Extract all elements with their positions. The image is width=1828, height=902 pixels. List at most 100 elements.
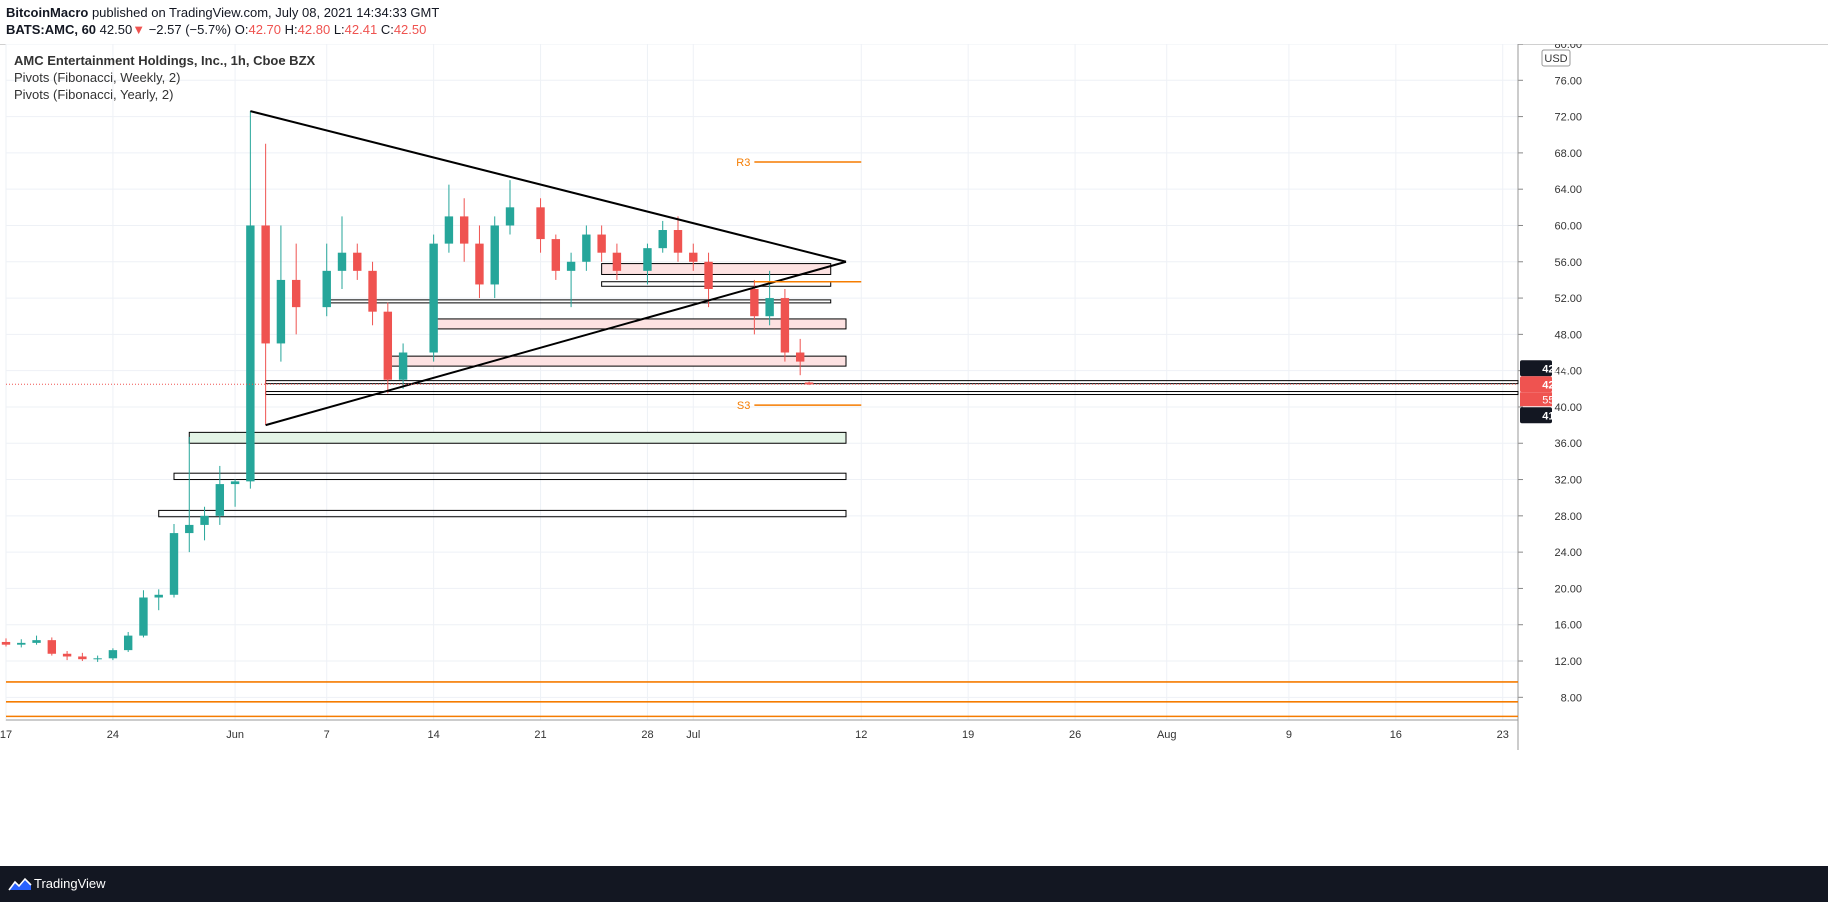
footer-brand[interactable]: TradingView [34,876,106,891]
support-resistance-zone[interactable] [387,355,847,367]
footer-bar: TradingView [0,866,1828,902]
candle-body[interactable] [108,650,118,659]
plot-area[interactable] [5,44,1519,721]
symbol-ohlc-line: BATS:AMC, 60 42.50▼ −2.57 (−5.7%) O:42.7… [6,22,426,37]
price-tag-label: 42.79 [1542,363,1570,375]
published-text: published on TradingView.com, July 08, 2… [88,5,440,20]
candle-body[interactable] [215,484,225,516]
candle-body[interactable] [582,234,591,262]
candle-body[interactable] [154,594,163,598]
candle-body[interactable] [261,225,270,344]
support-resistance-zone[interactable] [188,431,847,444]
pivot-label: R3 [736,157,750,169]
last-price: 42.50 [99,22,133,37]
candle-body[interactable] [429,243,438,353]
candle-body[interactable] [490,225,499,285]
x-tick-label: 12 [855,729,867,741]
candle-body[interactable] [139,597,148,636]
price-tag [1520,376,1552,393]
candle-body[interactable] [597,234,606,253]
x-tick-label: Jul [686,729,700,741]
price-chart[interactable]: 8.00 12.00 16.00 20.00 24.00 28.00 32.00 36.00 4… [0,44,1828,866]
candle-body[interactable] [804,382,814,385]
candle-body[interactable] [246,225,255,482]
candle-body[interactable] [475,243,484,285]
candle-body[interactable] [536,207,545,240]
candle-body[interactable] [750,288,759,317]
candle-body[interactable] [169,533,179,595]
candle-body[interactable] [93,658,102,660]
legend-title[interactable]: AMC Entertainment Holdings, Inc., 1h, Cb… [14,53,316,68]
publish-line: BitcoinMacro published on TradingView.co… [6,5,439,20]
countdown-tag [1520,392,1552,407]
x-tick-label: 14 [428,729,440,741]
candle-body[interactable] [291,279,301,308]
candle-body[interactable] [689,252,698,262]
legend-indicator-yearly-pivots[interactable]: Pivots (Fibonacci, Yearly, 2) [14,87,174,102]
candle-body[interactable] [1,641,11,645]
candle-body[interactable] [78,656,87,660]
y-tick-label: 12.00 [1554,656,1582,668]
price-tag-label: 41.48 [1542,410,1570,422]
legend-indicator-weekly-pivots[interactable]: Pivots (Fibonacci, Weekly, 2) [14,70,181,85]
candle-body[interactable] [32,640,41,643]
currency-badge[interactable] [1541,49,1571,67]
y-tick-label: 40.00 [1554,402,1582,414]
trendline[interactable] [250,110,847,263]
x-tick-label: 9 [1286,729,1292,741]
candle-body[interactable] [47,640,57,654]
candle-body[interactable] [612,252,622,271]
y-tick-label: 8.00 [1561,692,1582,704]
candle-body[interactable] [704,261,713,289]
y-tick-label: 24.00 [1554,547,1582,559]
candle-body[interactable] [368,270,377,312]
candle-body[interactable] [17,642,26,645]
close-label: C: [380,22,394,37]
candle-body[interactable] [459,216,469,244]
low-value: 42.41 [344,22,378,37]
x-tick-label: 28 [641,729,653,741]
x-tick-label: 24 [107,729,119,741]
candle-body[interactable] [62,653,72,657]
support-resistance-zone[interactable] [601,263,832,275]
support-resistance-zone[interactable] [173,472,847,481]
candle-body[interactable] [353,252,362,271]
support-resistance-zone[interactable] [158,509,847,518]
candle-body[interactable] [673,230,683,253]
y-tick-label: 56.00 [1554,257,1582,269]
y-tick-label: 72.00 [1554,112,1582,124]
pivot-label: S3 [737,400,750,412]
candle-body[interactable] [230,481,240,485]
candle-body[interactable] [185,524,194,534]
tradingview-logo-icon[interactable] [8,876,32,892]
support-resistance-zone[interactable] [601,281,832,287]
high-value: 42.80 [297,22,331,37]
candle-body[interactable] [505,207,515,226]
candle-body[interactable] [200,515,209,525]
candle-body[interactable] [643,248,652,271]
candle-body[interactable] [444,216,454,244]
candle-body[interactable] [551,239,561,271]
open-label: O: [234,22,249,37]
x-tick-label: 7 [324,729,330,741]
candle-body[interactable] [795,352,805,362]
candle-body[interactable] [337,252,347,271]
candle-body[interactable] [398,352,408,380]
candle-body[interactable] [322,270,331,308]
publish-header: BitcoinMacro published on TradingView.co… [0,0,1828,45]
candle-body[interactable] [123,635,133,651]
y-tick-label: 48.00 [1554,329,1582,341]
candle-body[interactable] [383,311,393,380]
candle-body[interactable] [765,298,774,317]
publisher-name[interactable]: BitcoinMacro [6,5,89,20]
x-tick-label: 23 [1497,729,1509,741]
candle-body[interactable] [276,279,286,344]
candle-body[interactable] [780,298,790,353]
y-tick-label: 76.00 [1554,75,1582,87]
x-tick-label: Jun [226,729,244,741]
candle-body[interactable] [658,230,667,249]
y-tick-label: 52.00 [1554,293,1582,305]
trendline[interactable] [265,260,847,427]
y-tick-label: 16.00 [1554,620,1582,632]
candle-body[interactable] [566,261,576,271]
